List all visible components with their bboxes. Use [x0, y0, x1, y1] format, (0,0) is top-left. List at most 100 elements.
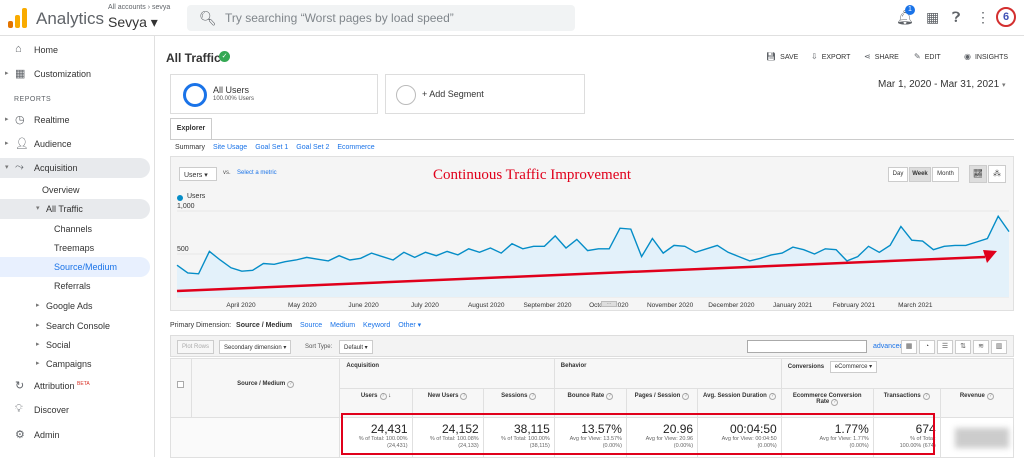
sidebar-item-treemaps[interactable]: Treemaps	[54, 243, 95, 253]
select-metric-link[interactable]: Select a metric	[237, 170, 277, 176]
term-cloud-view-icon[interactable]: ≋	[973, 340, 989, 354]
sidebar-item-attribution[interactable]: ↻ Attribution BETA	[15, 380, 90, 392]
column-transactions[interactable]: Transactions?	[872, 388, 941, 418]
more-options-icon[interactable]: ⋮	[976, 9, 990, 25]
sidebar-item-acquisition[interactable]: ▾ ⤳ Acquisition	[0, 158, 150, 178]
legend-users: Users	[187, 193, 206, 200]
tab-divider	[170, 139, 1014, 140]
search-box[interactable]: 🔍︎ Try searching “Worst pages by load sp…	[187, 5, 575, 31]
users-line-chart: 1,000 500 April 2020 May 2020 June 2020 Jul…	[176, 203, 1010, 309]
column-new-users[interactable]: New Users?	[411, 388, 484, 418]
subtab-goal-set-2[interactable]: Goal Set 2	[296, 144, 330, 151]
share-button[interactable]: ⋖ SHARE	[864, 52, 899, 61]
plot-rows-button[interactable]: Plot Rows	[177, 340, 215, 354]
period-day-button[interactable]: Day	[888, 167, 908, 182]
conversions-type-dropdown[interactable]: eCommerce ▾	[829, 361, 878, 373]
date-range-picker[interactable]: Mar 1, 2020 - Mar 31, 2021 ▾	[878, 79, 1006, 90]
export-button[interactable]: ⇩ EXPORT	[811, 52, 851, 61]
x-tick-label: April 2020	[226, 302, 256, 309]
pivot-view-icon[interactable]: ▥	[991, 340, 1007, 354]
comparison-view-icon[interactable]: ⇅	[955, 340, 971, 354]
pie-view-icon[interactable]: ◔	[919, 340, 935, 354]
column-avg-session-duration[interactable]: Avg. Session Duration?	[697, 388, 782, 418]
x-tick-label: February 2021	[833, 302, 876, 309]
table-search-input[interactable]	[747, 340, 867, 353]
x-tick-label: December 2020	[708, 302, 755, 309]
total-pages-session: 20.96 Avg for View: 20.96 (0.00%)	[625, 417, 699, 458]
chart-scroll-handle[interactable]: ⋯	[601, 301, 617, 307]
help-icon[interactable]: ❓︎	[952, 9, 961, 25]
apps-grid-icon[interactable]: ▦	[926, 9, 940, 25]
sidebar-item-home[interactable]: ⌂ Home	[15, 43, 59, 55]
sidebar: ⌂ Home ▸ ▦ Customization REPORTS ▸ ◷ Realtime…	[0, 36, 155, 457]
save-icon: 💾︎	[766, 52, 777, 61]
sidebar-item-realtime[interactable]: ▸ ◷ Realtime	[5, 114, 70, 126]
property-selector[interactable]: Sevya ▾	[108, 14, 158, 30]
sort-type-dropdown[interactable]: Default ▾	[339, 340, 373, 354]
select-all-checkbox[interactable]	[170, 358, 192, 418]
sidebar-item-campaigns[interactable]: ▸ Campaigns	[36, 359, 92, 369]
column-sessions[interactable]: Sessions?	[482, 388, 555, 418]
secondary-dimension-dropdown[interactable]: Secondary dimension ▾	[219, 340, 292, 354]
dimension-other[interactable]: Other ▾	[398, 322, 422, 329]
clock-icon: ◷	[15, 114, 25, 126]
dimension-keyword[interactable]: Keyword	[363, 322, 391, 329]
column-bounce-rate[interactable]: Bounce Rate?	[553, 388, 627, 418]
add-segment-button[interactable]: + Add Segment	[385, 74, 585, 114]
column-source-medium[interactable]: Source / Medium?	[190, 358, 341, 418]
column-pages-session[interactable]: Pages / Session?	[625, 388, 699, 418]
report-table: Source / Medium? Acquisition Behavior Co…	[169, 358, 1015, 458]
insights-button[interactable]: ◉ INSIGHTS	[964, 52, 1009, 61]
tab-explorer[interactable]: Explorer	[170, 118, 212, 139]
period-week-button[interactable]: Week	[909, 167, 931, 182]
sidebar-item-overview[interactable]: Overview	[42, 185, 80, 195]
column-users[interactable]: Users? ↓	[339, 388, 413, 418]
save-button[interactable]: 💾︎ SAVE	[766, 52, 799, 61]
metric-selector[interactable]: Users ▾	[179, 167, 217, 181]
dimension-source[interactable]: Source	[300, 322, 323, 329]
user-avatar[interactable]: 6	[996, 7, 1016, 27]
help-icon: ?	[682, 393, 690, 400]
subtab-summary[interactable]: Summary	[175, 144, 205, 151]
total-transactions: 674% of Total: 100.00% (674)	[872, 417, 941, 458]
bar-view-icon[interactable]: ☰	[937, 340, 953, 354]
sidebar-item-search-console[interactable]: ▸ Search Console	[36, 321, 111, 331]
subtab-site-usage[interactable]: Site Usage	[212, 144, 248, 151]
advanced-filter-link[interactable]: advanced	[873, 343, 904, 350]
subtab-goal-set-1[interactable]: Goal Set 1	[255, 144, 289, 151]
column-revenue[interactable]: Revenue?	[939, 388, 1015, 418]
x-tick-label: August 2020	[468, 302, 505, 309]
sidebar-item-discover[interactable]: 💡︎ Discover	[15, 403, 70, 415]
person-icon: 👤︎	[15, 138, 29, 150]
sidebar-item-admin[interactable]: ⚙︎ Admin	[15, 429, 60, 441]
gear-icon: ⚙︎	[15, 429, 25, 441]
edit-button[interactable]: ✎ EDIT	[914, 52, 941, 61]
column-ecommerce-conversion-rate[interactable]: Ecommerce Conversion Rate?	[780, 388, 874, 418]
verified-check-icon: ✓	[219, 51, 230, 62]
table-view-icon[interactable]: ▦	[901, 340, 917, 354]
help-icon: ?	[986, 393, 994, 400]
analytics-logo-icon[interactable]	[8, 8, 28, 28]
group-acquisition: Acquisition	[339, 358, 555, 389]
expand-arrow-icon: ▸	[36, 341, 40, 348]
page-title: All Traffic	[166, 51, 221, 65]
sidebar-item-referrals[interactable]: Referrals	[54, 281, 91, 291]
total-revenue-redacted	[939, 417, 1015, 458]
sidebar-item-social[interactable]: ▸ Social	[36, 340, 71, 350]
sidebar-item-customization[interactable]: ▸ ▦ Customization	[5, 68, 92, 80]
line-chart-icon[interactable]: 📈︎	[969, 165, 987, 183]
sidebar-item-source-medium[interactable]: Source/Medium	[0, 257, 150, 277]
x-tick-label: January 2021	[773, 302, 813, 309]
sidebar-item-channels[interactable]: Channels	[54, 224, 93, 234]
account-path[interactable]: All accounts › sevya	[108, 4, 171, 11]
sidebar-item-all-traffic[interactable]: ▾ All Traffic	[0, 199, 150, 219]
subtab-ecommerce[interactable]: Ecommerce	[337, 144, 375, 151]
dimension-medium[interactable]: Medium	[330, 322, 356, 329]
sidebar-item-google-ads[interactable]: ▸ Google Ads	[36, 301, 93, 311]
main-content: All Traffic ✓ 💾︎ SAVE ⇩ EXPORT ⋖ SHARE ✎ EDI…	[156, 36, 1024, 458]
sidebar-item-audience[interactable]: ▸ 👤︎ Audience	[5, 138, 72, 150]
segment-all-users[interactable]: All Users 100.00% Users	[170, 74, 378, 114]
dimension-source-medium[interactable]: Source / Medium	[236, 322, 293, 329]
period-month-button[interactable]: Month	[932, 167, 959, 182]
motion-chart-icon[interactable]: ⁂	[988, 165, 1006, 183]
